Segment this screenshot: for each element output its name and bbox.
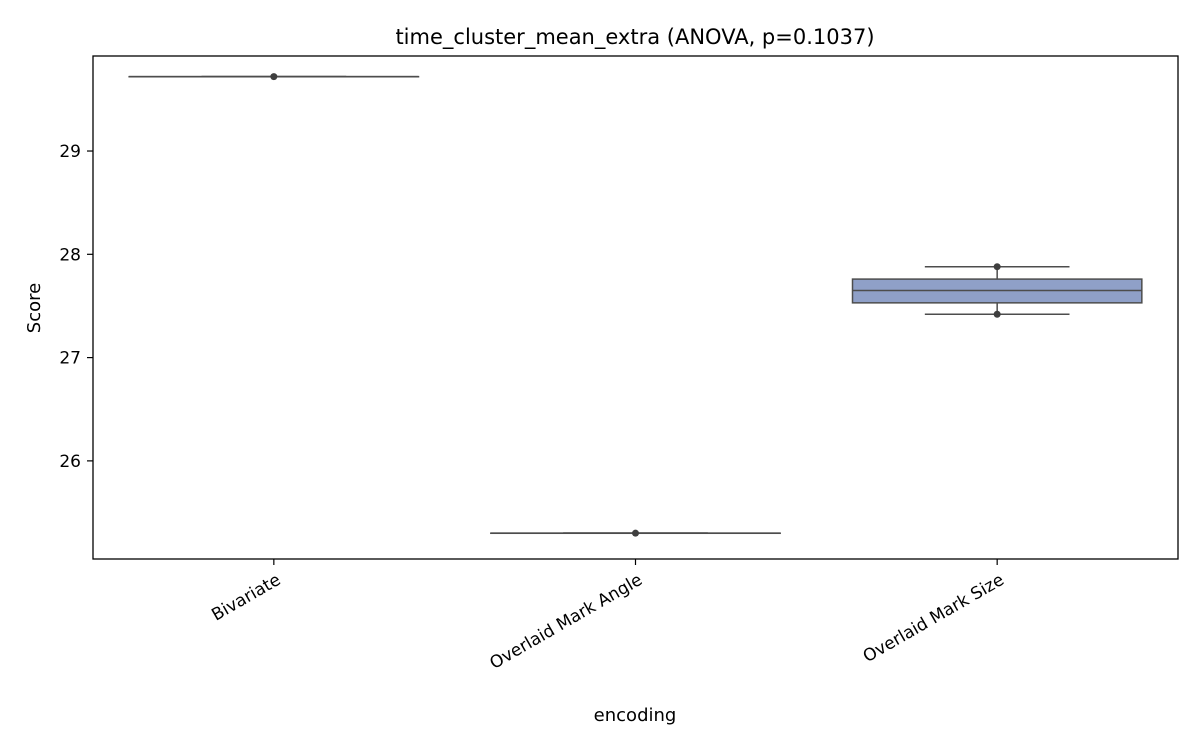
x-tick-label: Overlaid Mark Angle xyxy=(486,570,646,674)
y-tick-label: 27 xyxy=(59,349,81,369)
plot-frame xyxy=(92,55,1179,560)
y-axis-label: Score xyxy=(24,283,45,333)
x-axis-label: encoding xyxy=(594,705,677,726)
y-axis: 26 27 28 29 xyxy=(59,142,93,472)
data-point xyxy=(993,310,1001,318)
box-group xyxy=(490,529,781,537)
data-point xyxy=(270,73,278,81)
plot-marks xyxy=(128,73,1143,537)
x-tick-label: Bivariate xyxy=(208,570,284,625)
data-point xyxy=(632,529,639,537)
data-point xyxy=(993,263,1001,271)
box-group xyxy=(128,73,420,81)
y-tick-label: 28 xyxy=(59,245,81,265)
box-group xyxy=(851,263,1143,318)
x-axis: Bivariate Overlaid Mark Angle Overlaid Mar… xyxy=(208,559,1008,674)
y-tick-label: 26 xyxy=(59,452,81,472)
x-tick-label: Overlaid Mark Size xyxy=(860,570,1008,667)
y-tick-label: 29 xyxy=(59,142,81,162)
chart-title: time_cluster_mean_extra (ANOVA, p=0.1037… xyxy=(395,25,874,50)
